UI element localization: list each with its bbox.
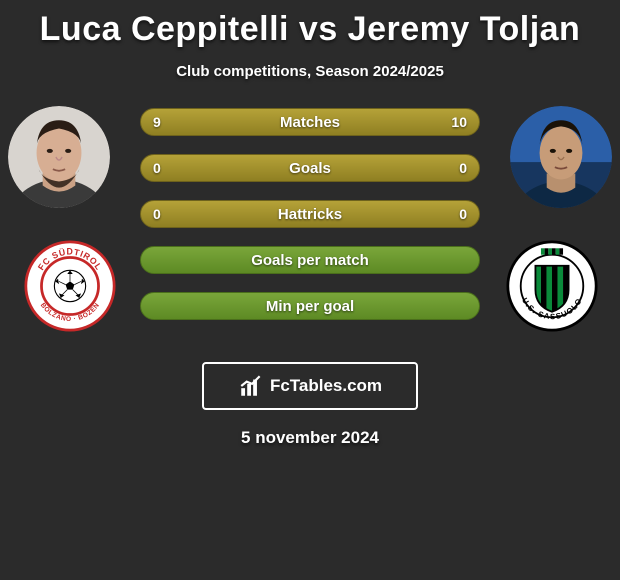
bar-hattricks-left: 0 — [153, 201, 161, 227]
bar-matches: 9 Matches 10 — [140, 108, 480, 136]
branding-box: FcTables.com — [202, 362, 418, 410]
bar-hattricks-right: 0 — [459, 201, 467, 227]
subtitle: Club competitions, Season 2024/2025 — [0, 63, 620, 80]
club-right-badge: U.S. SASSUOLO — [506, 240, 598, 332]
bar-goals: 0 Goals 0 — [140, 154, 480, 182]
date-text: 5 november 2024 — [0, 428, 620, 448]
bar-matches-right: 10 — [451, 109, 467, 135]
branding-text: FcTables.com — [270, 376, 382, 396]
bar-goals-right: 0 — [459, 155, 467, 181]
bar-goals-left: 0 — [153, 155, 161, 181]
stat-bars: 9 Matches 10 0 Goals 0 0 Hattricks 0 Goa… — [140, 108, 480, 338]
bar-matches-label: Matches — [280, 114, 340, 131]
bar-min-per-goal: Min per goal — [140, 292, 480, 320]
bar-goals-per-match: Goals per match — [140, 246, 480, 274]
player-right-avatar — [510, 106, 612, 208]
player-left-avatar — [8, 106, 110, 208]
club-left-badge: FC SÜDTIROL BOLZANO · BOZEN — [24, 240, 116, 332]
page-title: Luca Ceppitelli vs Jeremy Toljan — [0, 0, 620, 49]
chart-icon — [238, 373, 264, 399]
bar-gpm-label: Goals per match — [251, 252, 369, 269]
compare-area: FC SÜDTIROL BOLZANO · BOZEN — [0, 106, 620, 356]
bar-hattricks: 0 Hattricks 0 — [140, 200, 480, 228]
bar-hattricks-label: Hattricks — [278, 206, 342, 223]
bar-goals-label: Goals — [289, 160, 331, 177]
bar-mpg-label: Min per goal — [266, 298, 354, 315]
bar-matches-left: 9 — [153, 109, 161, 135]
